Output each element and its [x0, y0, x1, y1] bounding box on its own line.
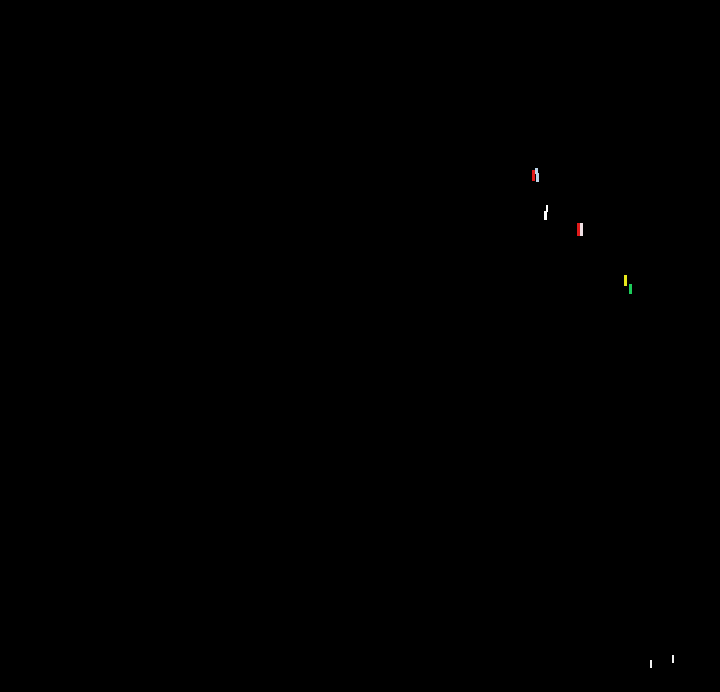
red-white-pair-mark — [577, 223, 584, 236]
white-sliver-mark-segment-0 — [546, 205, 548, 212]
red-white-pair-mark-segment-1 — [580, 223, 583, 236]
red-white-pair-mark-segment-0 — [577, 223, 580, 236]
red-blue-caret-mark-segment-1 — [535, 168, 538, 174]
yellow-bar-mark-segment-0 — [624, 275, 627, 286]
red-blue-caret-mark — [532, 168, 541, 183]
red-blue-caret-mark-segment-0 — [532, 170, 535, 181]
green-bar-mark — [629, 284, 633, 294]
green-bar-mark-segment-0 — [629, 284, 632, 294]
white-sliver-mark — [544, 205, 550, 221]
yellow-bar-mark — [624, 275, 628, 286]
bottom-tick-right — [672, 655, 674, 663]
red-blue-caret-mark-segment-2 — [536, 173, 539, 182]
bottom-tick-left — [650, 660, 652, 668]
white-sliver-mark-segment-1 — [544, 211, 547, 220]
